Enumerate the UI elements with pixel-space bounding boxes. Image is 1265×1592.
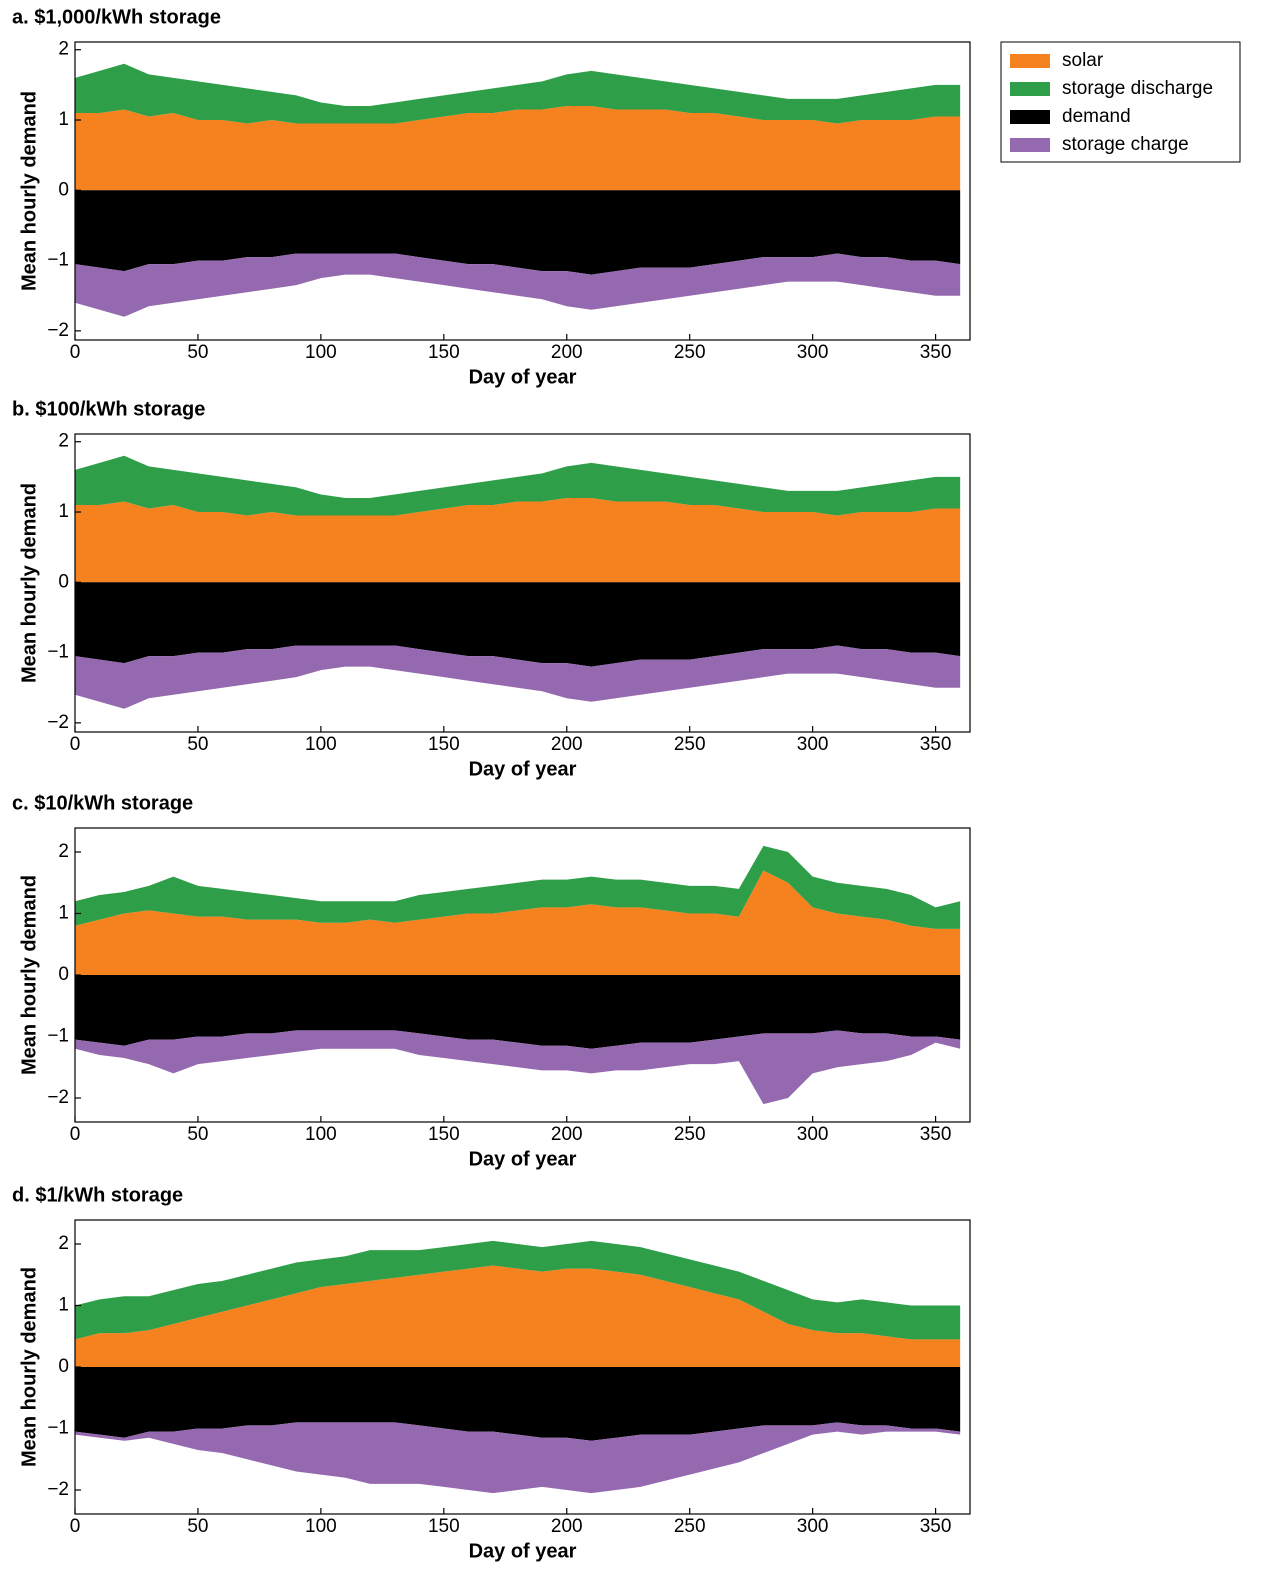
x-tick-label: 250 [674, 1124, 706, 1145]
area-storage-charge [75, 1030, 961, 1105]
y-tick-label: −2 [47, 1479, 69, 1500]
x-tick-label: 350 [920, 1516, 952, 1537]
x-axis-label: Day of year [469, 366, 577, 388]
legend-swatch [1010, 82, 1050, 96]
x-tick-label: 350 [920, 734, 952, 755]
x-tick-label: 150 [428, 342, 460, 363]
x-tick-label: 50 [187, 1516, 208, 1537]
x-tick-label: 250 [674, 342, 706, 363]
y-tick-label: 2 [58, 39, 69, 60]
y-tick-label: 0 [58, 964, 69, 985]
x-axis-label: Day of year [469, 1148, 577, 1170]
x-tick-label: 100 [305, 342, 337, 363]
area-storage-discharge [75, 455, 961, 516]
x-tick-label: 0 [70, 1124, 81, 1145]
x-tick-label: 200 [551, 1124, 583, 1145]
x-tick-label: 0 [70, 734, 81, 755]
x-tick-label: 100 [305, 1124, 337, 1145]
x-tick-label: 300 [797, 1124, 829, 1145]
y-axis-label: Mean hourly demand [18, 875, 40, 1075]
x-tick-label: 300 [797, 734, 829, 755]
y-tick-label: 2 [58, 841, 69, 862]
panel-title: a. $1,000/kWh storage [12, 6, 221, 28]
y-tick-label: −1 [47, 250, 69, 271]
x-tick-label: 350 [920, 1124, 952, 1145]
y-tick-label: −1 [47, 642, 69, 663]
area-storage-discharge [75, 845, 961, 929]
area-storage-charge [75, 645, 961, 709]
x-tick-label: 250 [674, 1516, 706, 1537]
area-storage-discharge [75, 1240, 961, 1340]
x-tick-label: 300 [797, 1516, 829, 1537]
x-tick-label: 50 [187, 734, 208, 755]
area-storage-charge [75, 253, 961, 317]
y-axis-label: Mean hourly demand [18, 91, 40, 291]
y-tick-label: −2 [47, 712, 69, 733]
x-tick-label: 150 [428, 734, 460, 755]
x-tick-label: 100 [305, 1516, 337, 1537]
x-tick-label: 350 [920, 342, 952, 363]
legend-swatch [1010, 110, 1050, 124]
x-tick-label: 50 [187, 1124, 208, 1145]
panel-title: b. $100/kWh storage [12, 398, 205, 420]
x-tick-label: 300 [797, 342, 829, 363]
area-solar [75, 870, 961, 975]
y-tick-label: 0 [58, 1356, 69, 1377]
x-tick-label: 100 [305, 734, 337, 755]
area-storage-charge [75, 1422, 961, 1494]
legend-swatch [1010, 54, 1050, 68]
x-tick-label: 50 [187, 342, 208, 363]
legend-label: storage discharge [1062, 78, 1213, 99]
plot-frame [74, 41, 971, 341]
x-tick-label: 200 [551, 342, 583, 363]
panel-title: c. $10/kWh storage [12, 792, 193, 814]
x-tick-label: 200 [551, 1516, 583, 1537]
x-tick-label: 0 [70, 1516, 81, 1537]
y-tick-label: −1 [47, 1418, 69, 1439]
y-tick-label: 1 [58, 501, 69, 522]
y-tick-label: 0 [58, 179, 69, 200]
y-axis-label: Mean hourly demand [18, 1267, 40, 1467]
x-tick-label: 150 [428, 1516, 460, 1537]
x-tick-label: 150 [428, 1124, 460, 1145]
y-tick-label: 2 [58, 1233, 69, 1254]
y-tick-label: −1 [47, 1026, 69, 1047]
x-axis-label: Day of year [469, 758, 577, 780]
x-tick-label: 0 [70, 342, 81, 363]
y-tick-label: 2 [58, 431, 69, 452]
legend-label: demand [1062, 106, 1131, 127]
area-storage-discharge [75, 63, 961, 124]
legend-label: solar [1062, 50, 1104, 71]
y-tick-label: −2 [47, 320, 69, 341]
panel-title: d. $1/kWh storage [12, 1184, 183, 1206]
y-tick-label: 1 [58, 109, 69, 130]
y-tick-label: 1 [58, 903, 69, 924]
plot-frame [74, 433, 971, 733]
x-tick-label: 200 [551, 734, 583, 755]
legend-swatch [1010, 138, 1050, 152]
area-solar [75, 497, 961, 583]
legend-label: storage charge [1062, 134, 1189, 155]
area-solar [75, 105, 961, 191]
y-axis-label: Mean hourly demand [18, 483, 40, 683]
y-tick-label: 1 [58, 1295, 69, 1316]
y-tick-label: −2 [47, 1087, 69, 1108]
y-tick-label: 0 [58, 571, 69, 592]
area-solar [75, 1265, 961, 1367]
x-tick-label: 250 [674, 734, 706, 755]
legend: solar storage discharge demand storage char… [1000, 41, 1241, 163]
x-axis-label: Day of year [469, 1540, 577, 1562]
